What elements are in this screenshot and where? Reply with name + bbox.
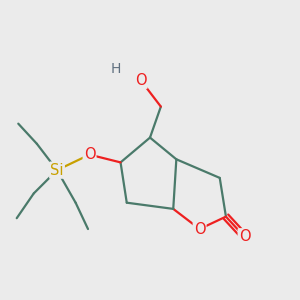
Text: Si: Si <box>50 163 64 178</box>
Text: O: O <box>239 229 250 244</box>
Text: H: H <box>111 62 121 76</box>
Text: O: O <box>135 73 146 88</box>
Text: O: O <box>84 147 95 162</box>
Text: O: O <box>194 221 206 236</box>
